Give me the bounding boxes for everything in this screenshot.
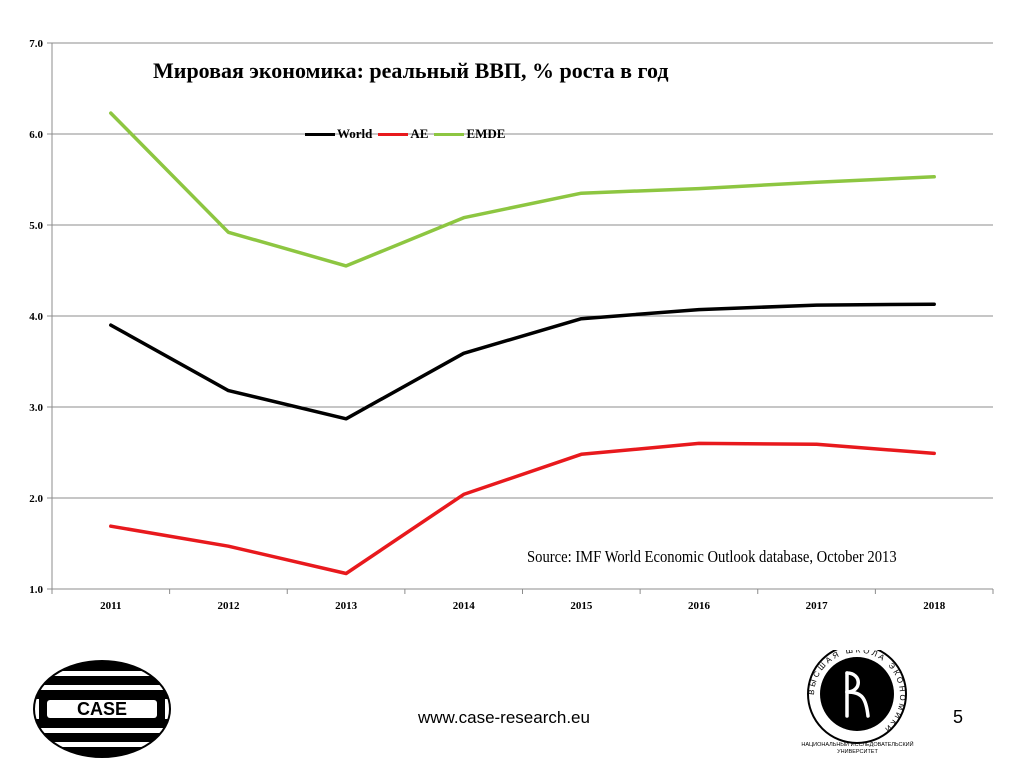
legend-label-ae: AE (410, 126, 429, 141)
case-logo-text: CASE (77, 699, 127, 719)
page-number: 5 (953, 707, 964, 727)
x-tick-label: 2016 (688, 600, 711, 612)
hse-caption-line1: НАЦИОНАЛЬНЫЙ ИССЛЕДОВАТЕЛЬСКИЙ (801, 742, 914, 748)
source-annotation: Source: IMF World Economic Outlook datab… (527, 547, 897, 566)
footer-url-link[interactable]: www.case-research.eu (418, 708, 590, 727)
x-tick-label: 2011 (100, 600, 121, 612)
x-tick-label: 2017 (806, 600, 829, 612)
series-line-ae (109, 441, 936, 576)
legend-swatch-world (305, 132, 335, 136)
series-line-world (109, 302, 936, 421)
y-tick-label: 4.0 (29, 311, 43, 323)
case-logo: CASE (33, 660, 171, 758)
hse-caption: НАЦИОНАЛЬНЫЙ ИССЛЕДОВАТЕЛЬСКИЙ УНИВЕРСИТ… (790, 742, 925, 756)
y-tick-label: 1.0 (29, 584, 43, 596)
x-tick-label: 2012 (217, 600, 240, 612)
legend-swatch-emde (434, 132, 465, 136)
legend-label-world: World (337, 126, 373, 141)
y-tick-label: 6.0 (29, 129, 43, 141)
legend-label-emde: EMDE (466, 126, 506, 141)
x-tick-label: 2013 (335, 600, 358, 612)
y-tick-label: 3.0 (29, 402, 43, 414)
chart-title: Мировая экономика: реальный ВВП, % роста… (153, 58, 669, 83)
legend-item-ae: AE (378, 126, 428, 142)
y-tick-label: 7.0 (29, 38, 43, 50)
y-tick-label: 5.0 (29, 220, 43, 232)
line-chart: 1.0 2.0 3.0 4.0 5.0 6.0 7.0 2011 2012 2013 2014 201… (29, 38, 994, 612)
x-tick-label: 2014 (453, 600, 476, 612)
chart-legend: World AE EMDE (305, 126, 511, 142)
hse-caption-line2: УНИВЕРСИТЕТ (837, 749, 878, 755)
hse-emblem-logo: ВЫСШАЯ ШКОЛА ЭКОНОМИКИ (807, 650, 907, 744)
series-line-emde (109, 111, 936, 268)
legend-swatch-ae (378, 132, 409, 136)
y-tick-label: 2.0 (29, 493, 43, 505)
x-tick-label: 2015 (570, 600, 593, 612)
legend-item-emde: EMDE (434, 126, 505, 142)
x-tick-label: 2018 (923, 600, 946, 612)
legend-item-world: World (305, 126, 372, 142)
